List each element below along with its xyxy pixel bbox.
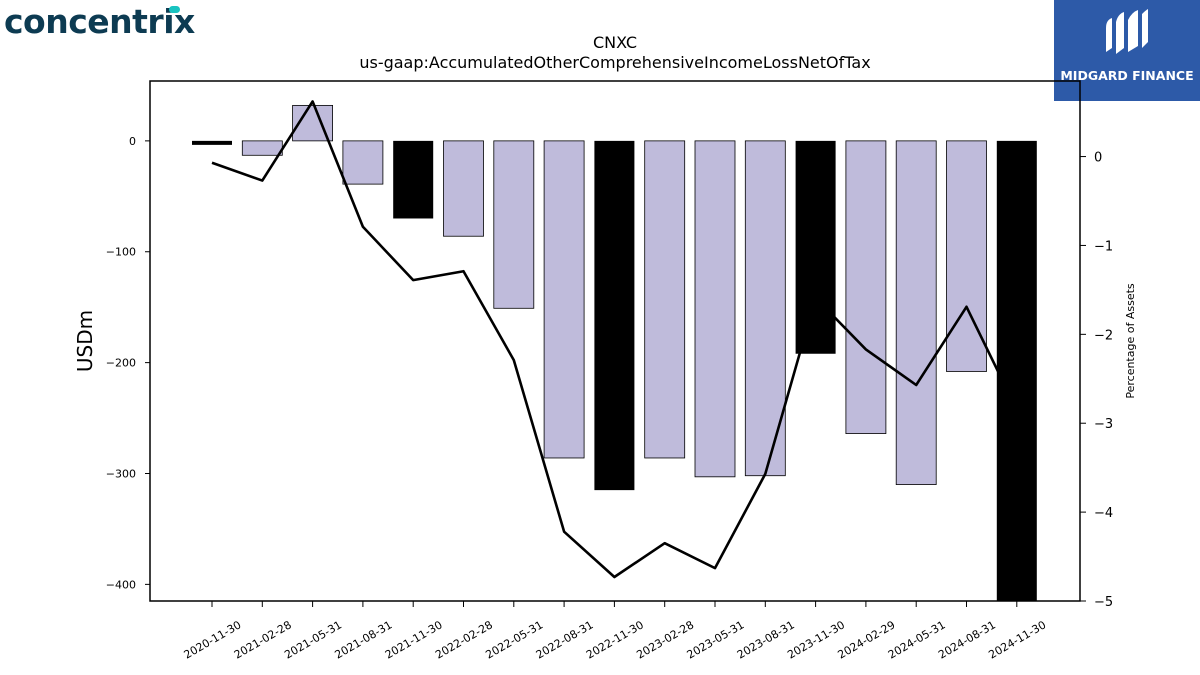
midgard-finance-name: MIDGARD FINANCE	[1060, 68, 1194, 83]
bar-2022-11-30	[594, 140, 635, 491]
y-tick-label: −400	[106, 578, 136, 591]
y2-tick-label: −4	[1094, 506, 1113, 521]
bar-2023-05-31	[694, 140, 736, 478]
bar-2022-08-31	[543, 140, 585, 459]
y-tick-label: 0	[129, 135, 136, 148]
bar-2020-11-30	[192, 140, 232, 145]
bar-2021-11-30	[393, 140, 434, 219]
x-axis: 2020-11-302021-02-282021-05-312021-08-31…	[182, 601, 1048, 662]
bar-2023-08-31	[744, 140, 786, 477]
midgard-finance-logo: MIDGARD FINANCE	[1054, 0, 1200, 101]
plot-frame	[149, 80, 1081, 602]
bar-2024-11-30	[996, 140, 1037, 601]
y2-tick-label: −3	[1094, 417, 1113, 432]
bar-2021-08-31	[342, 140, 384, 185]
bar-2023-11-30	[795, 140, 836, 354]
y-tick-label: −200	[106, 357, 136, 370]
x-tick-label: 2024-11-30	[986, 618, 1048, 661]
y2-axis-label: Percentage of Assets	[1124, 283, 1137, 399]
concentrix-logo: concentrix	[4, 2, 214, 42]
y2-tick-label: −2	[1094, 328, 1113, 343]
midgard-m-icon	[1106, 9, 1148, 54]
bar-2021-02-28	[241, 140, 283, 156]
bar-2023-02-28	[644, 140, 686, 459]
y2-tick-label: 0	[1094, 151, 1102, 166]
bar-series	[192, 104, 1037, 601]
y2-tick-label: −1	[1094, 239, 1113, 254]
y-axis: 0 −100 −200 −300 −400	[106, 135, 150, 591]
y-axis-label: USDm	[73, 310, 97, 372]
y2-axis: 0 −1 −2 −3 −4 −5	[1080, 151, 1113, 610]
bar-2024-02-29	[845, 140, 887, 434]
line-series	[211, 100, 1018, 579]
bar-2024-05-31	[895, 140, 937, 485]
chart-subtitle: us-gaap:AccumulatedOtherComprehensiveInc…	[359, 53, 870, 72]
bar-2022-05-31	[493, 140, 535, 309]
y2-tick-label: −5	[1094, 595, 1113, 610]
percentage-of-assets-line	[211, 100, 1018, 579]
chart-title: CNXC	[593, 33, 637, 52]
concentrix-wordmark: concentrix	[4, 2, 195, 41]
y-tick-label: −100	[106, 246, 136, 259]
bar-2022-02-28	[443, 140, 484, 237]
concentrix-accent-dot	[169, 6, 180, 13]
y-tick-label: −300	[106, 467, 136, 480]
